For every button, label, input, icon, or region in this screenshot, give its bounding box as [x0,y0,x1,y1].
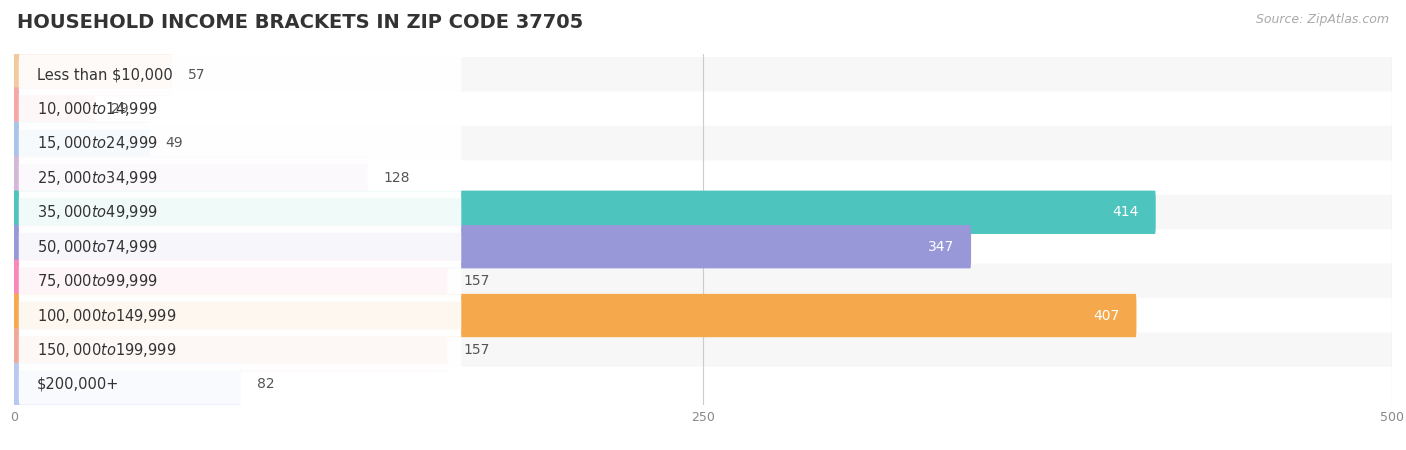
Text: 157: 157 [463,343,489,357]
FancyBboxPatch shape [13,156,367,199]
FancyBboxPatch shape [14,367,1392,402]
Text: 57: 57 [187,68,205,81]
FancyBboxPatch shape [14,57,1392,92]
FancyBboxPatch shape [14,126,1392,161]
FancyBboxPatch shape [14,264,1392,299]
FancyBboxPatch shape [18,89,461,130]
FancyBboxPatch shape [13,363,240,406]
FancyBboxPatch shape [13,191,1156,234]
FancyBboxPatch shape [13,260,447,303]
FancyBboxPatch shape [18,192,461,233]
FancyBboxPatch shape [18,158,461,198]
FancyBboxPatch shape [13,122,150,165]
FancyBboxPatch shape [18,261,461,302]
Text: 29: 29 [111,102,128,116]
FancyBboxPatch shape [13,53,172,96]
Text: $25,000 to $34,999: $25,000 to $34,999 [37,169,157,187]
FancyBboxPatch shape [13,294,1136,337]
Text: 82: 82 [256,378,274,392]
FancyBboxPatch shape [18,364,461,405]
Text: $150,000 to $199,999: $150,000 to $199,999 [37,341,176,359]
Text: $200,000+: $200,000+ [37,377,120,392]
FancyBboxPatch shape [13,225,972,268]
FancyBboxPatch shape [18,329,461,370]
Text: $75,000 to $99,999: $75,000 to $99,999 [37,272,157,290]
Text: 407: 407 [1092,309,1119,323]
FancyBboxPatch shape [14,195,1392,230]
FancyBboxPatch shape [18,295,461,336]
Text: Less than $10,000: Less than $10,000 [37,67,173,82]
FancyBboxPatch shape [18,123,461,164]
Text: 414: 414 [1112,205,1139,219]
Text: Source: ZipAtlas.com: Source: ZipAtlas.com [1256,14,1389,27]
Text: 128: 128 [384,171,409,185]
FancyBboxPatch shape [14,160,1392,195]
Text: $100,000 to $149,999: $100,000 to $149,999 [37,306,176,324]
Text: $10,000 to $14,999: $10,000 to $14,999 [37,100,157,118]
FancyBboxPatch shape [13,87,94,131]
FancyBboxPatch shape [14,333,1392,368]
FancyBboxPatch shape [18,54,461,95]
Text: 157: 157 [463,274,489,288]
Text: 49: 49 [166,136,183,150]
Text: 347: 347 [928,240,953,254]
Text: $15,000 to $24,999: $15,000 to $24,999 [37,135,157,153]
FancyBboxPatch shape [14,298,1392,333]
FancyBboxPatch shape [14,91,1392,126]
FancyBboxPatch shape [14,229,1392,264]
Text: $35,000 to $49,999: $35,000 to $49,999 [37,203,157,221]
FancyBboxPatch shape [13,328,447,372]
Text: HOUSEHOLD INCOME BRACKETS IN ZIP CODE 37705: HOUSEHOLD INCOME BRACKETS IN ZIP CODE 37… [17,14,583,32]
FancyBboxPatch shape [18,226,461,267]
Text: $50,000 to $74,999: $50,000 to $74,999 [37,238,157,256]
